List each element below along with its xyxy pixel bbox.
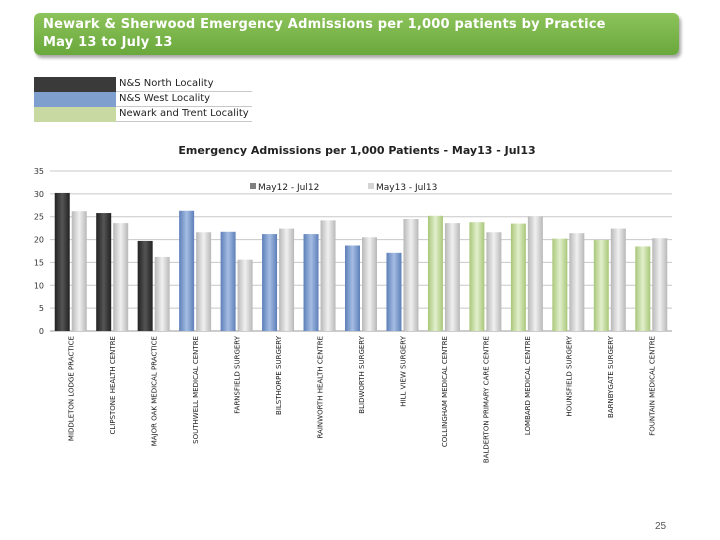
legend-label-north: N&S North Locality bbox=[119, 78, 214, 89]
bar-may13-jul13 bbox=[154, 256, 170, 331]
y-tick-label: 5 bbox=[39, 304, 44, 313]
slide-title-line2: May 13 to July 13 bbox=[43, 35, 173, 50]
x-tick-label: MIDDLETON LODGE PRACTICE bbox=[68, 336, 76, 441]
x-tick-label: SOUTHWELL MEDICAL CENTRE bbox=[192, 336, 200, 444]
bar-may12-jul12 bbox=[593, 240, 609, 331]
x-tick-label: CLIPSTONE HEALTH CENTRE bbox=[109, 336, 117, 434]
bar-may13-jul13 bbox=[444, 223, 460, 331]
x-tick-label: BLIDWORTH SURGERY bbox=[358, 335, 366, 413]
bar-may13-jul13 bbox=[362, 237, 377, 331]
y-tick-label: 15 bbox=[34, 258, 44, 267]
x-tick-label: FOUNTAIN MEDICAL CENTRE bbox=[648, 336, 656, 436]
bar-may12-jul12 bbox=[427, 215, 443, 331]
x-tick-label: BILSTHORPE SURGERY bbox=[275, 335, 283, 415]
series-legend-swatch bbox=[250, 183, 256, 189]
locality-legend-row: N&S West Locality bbox=[34, 92, 252, 107]
bar-may12-jul12 bbox=[510, 223, 526, 331]
bar-may13-jul13 bbox=[527, 216, 543, 331]
legend-swatch-trent bbox=[34, 107, 116, 122]
bar-may13-jul13 bbox=[486, 232, 502, 331]
x-tick-label: FARNSFIELD SURGERY bbox=[234, 335, 242, 413]
bar-may13-jul13 bbox=[71, 211, 87, 331]
x-tick-label: BARNBYGATE SURGERY bbox=[607, 335, 615, 418]
bar-may13-jul13 bbox=[610, 228, 626, 331]
x-tick-label: RAINWORTH HEALTH CENTRE bbox=[317, 336, 325, 439]
x-tick-label: LOMBARD MEDICAL CENTRE bbox=[524, 336, 532, 435]
title-banner: Newark & Sherwood Emergency Admissions p… bbox=[34, 13, 679, 55]
bar-may12-jul12 bbox=[96, 213, 112, 331]
x-tick-label: HOUNSFIELD SURGERY bbox=[565, 335, 573, 416]
slide-title-line1: Newark & Sherwood Emergency Admissions p… bbox=[43, 17, 606, 32]
x-tick-label: HILL VIEW SURGERY bbox=[399, 335, 407, 406]
bar-may12-jul12 bbox=[262, 234, 278, 331]
y-tick-label: 0 bbox=[39, 327, 44, 336]
bar-may12-jul12 bbox=[469, 222, 485, 331]
bar-may13-jul13 bbox=[196, 232, 212, 331]
series-legend-swatch bbox=[368, 183, 374, 189]
series-legend-label: May12 - Jul12 bbox=[258, 183, 319, 193]
y-tick-label: 20 bbox=[34, 236, 44, 245]
locality-legend-row: N&S North Locality bbox=[34, 77, 252, 92]
x-tick-label: BALDERTON PRIMARY CARE CENTRE bbox=[482, 336, 490, 463]
bar-may12-jul12 bbox=[386, 252, 402, 331]
chart-title: Emergency Admissions per 1,000 Patients … bbox=[178, 144, 535, 157]
y-tick-label: 25 bbox=[34, 213, 44, 222]
y-tick-label: 35 bbox=[34, 167, 44, 176]
page-number: 25 bbox=[655, 521, 667, 532]
bar-may12-jul12 bbox=[54, 192, 70, 331]
bar-may13-jul13 bbox=[113, 223, 129, 331]
locality-legend-row: Newark and Trent Locality bbox=[34, 107, 252, 122]
legend-label-trent: Newark and Trent Locality bbox=[119, 108, 249, 119]
bar-may13-jul13 bbox=[569, 233, 585, 331]
bar-may12-jul12 bbox=[345, 245, 360, 331]
locality-legend: N&S North Locality N&S West Locality New… bbox=[34, 77, 252, 123]
bar-may12-jul12 bbox=[137, 240, 153, 331]
y-tick-label: 30 bbox=[34, 190, 44, 199]
series-legend-label: May13 - Jul13 bbox=[376, 183, 437, 193]
bar-may12-jul12 bbox=[552, 238, 568, 331]
legend-label-west: N&S West Locality bbox=[119, 93, 211, 104]
x-tick-label: MAJOR OAK MEDICAL PRACTICE bbox=[151, 336, 159, 446]
legend-swatch-north bbox=[34, 77, 116, 92]
bar-may12-jul12 bbox=[179, 210, 195, 331]
bar-may13-jul13 bbox=[279, 228, 295, 331]
x-tick-label: COLLINGHAM MEDICAL CENTRE bbox=[441, 336, 449, 447]
y-tick-label: 10 bbox=[34, 281, 44, 290]
legend-swatch-west bbox=[34, 92, 116, 107]
bar-may13-jul13 bbox=[237, 259, 253, 331]
bar-may13-jul13 bbox=[320, 220, 336, 331]
bar-may13-jul13 bbox=[652, 238, 668, 331]
bar-may12-jul12 bbox=[635, 246, 651, 331]
bar-may12-jul12 bbox=[303, 234, 319, 331]
bar-may12-jul12 bbox=[220, 231, 236, 331]
bar-may13-jul13 bbox=[403, 219, 419, 331]
